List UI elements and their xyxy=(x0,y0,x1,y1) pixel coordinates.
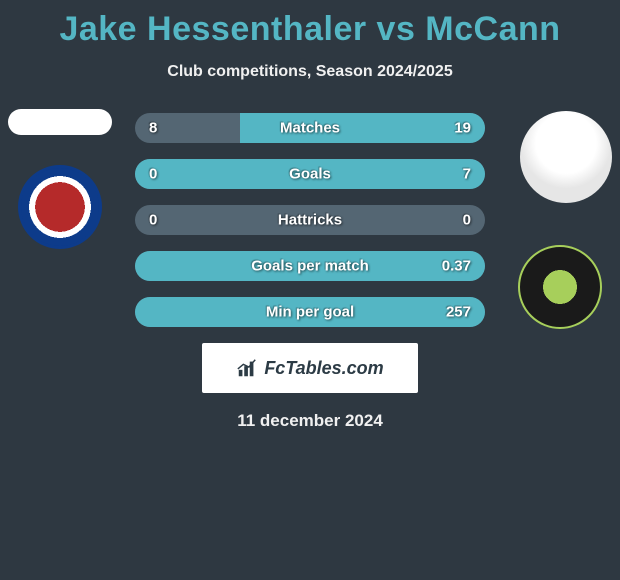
stat-right-fill xyxy=(240,113,485,143)
comparison-content: 8 Matches 19 0 Goals 7 0 Hattricks 0 Goals per ma… xyxy=(0,113,620,431)
stat-value-left: 0 xyxy=(149,166,157,183)
club-left-crest xyxy=(18,165,102,249)
comparison-bars: 8 Matches 19 0 Goals 7 0 Hattricks 0 Goals per ma… xyxy=(135,113,485,327)
stat-row: Goals per match 0.37 xyxy=(135,251,485,281)
brand-badge: FcTables.com xyxy=(202,343,418,393)
stat-row: 0 Goals 7 xyxy=(135,159,485,189)
bar-chart-icon xyxy=(236,357,258,379)
date-label: 11 december 2024 xyxy=(0,411,620,431)
stat-label: Matches xyxy=(280,120,340,137)
stat-row: 0 Hattricks 0 xyxy=(135,205,485,235)
subtitle: Club competitions, Season 2024/2025 xyxy=(0,63,620,81)
page-title: Jake Hessenthaler vs McCann xyxy=(0,0,620,49)
club-right-crest xyxy=(518,245,602,329)
player-right-photo xyxy=(520,111,612,203)
stat-value-left: 8 xyxy=(149,120,157,137)
stat-value-right: 19 xyxy=(454,120,471,137)
stat-label: Goals per match xyxy=(251,258,369,275)
stat-row: Min per goal 257 xyxy=(135,297,485,327)
stat-value-right: 0 xyxy=(463,212,471,229)
brand-text: FcTables.com xyxy=(264,358,383,379)
stat-value-right: 0.37 xyxy=(442,258,471,275)
stat-value-left: 0 xyxy=(149,212,157,229)
stat-row: 8 Matches 19 xyxy=(135,113,485,143)
stat-label: Min per goal xyxy=(266,304,354,321)
stat-label: Hattricks xyxy=(278,212,342,229)
player-left-photo xyxy=(8,109,112,135)
stat-label: Goals xyxy=(289,166,331,183)
stat-value-right: 7 xyxy=(463,166,471,183)
stat-value-right: 257 xyxy=(446,304,471,321)
